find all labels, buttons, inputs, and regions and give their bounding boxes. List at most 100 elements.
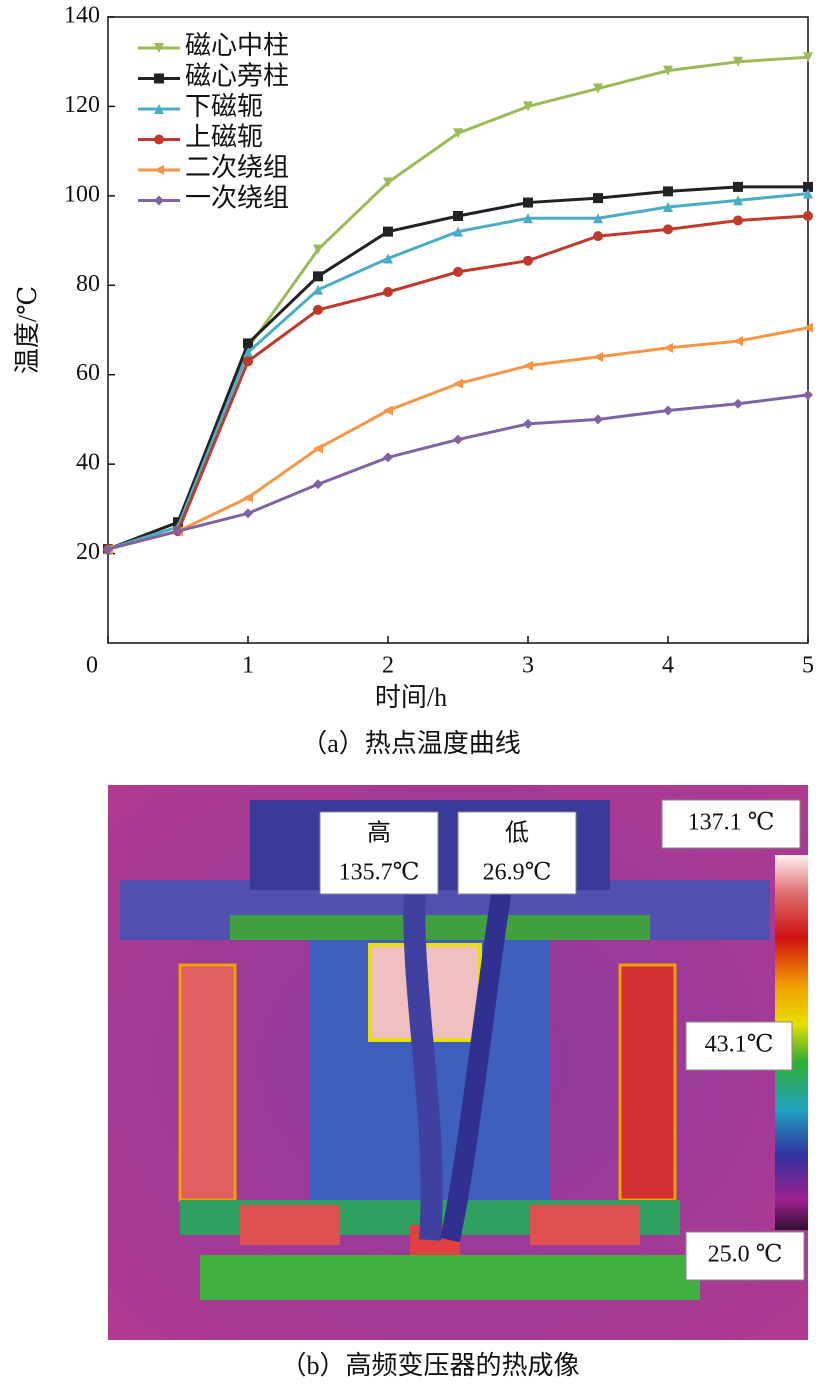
point-marker: [383, 177, 393, 188]
label-box: [457, 811, 577, 895]
legend-label: 磁心旁柱: [185, 61, 289, 90]
legend-label: 下磁轭: [185, 92, 263, 121]
point-marker: [453, 226, 463, 237]
y-tick-label: 100: [64, 181, 100, 207]
point-marker: [453, 266, 463, 277]
point-marker: [453, 210, 463, 221]
x-tick-label: 5: [802, 653, 814, 679]
point-marker: [173, 526, 183, 537]
point-marker: [733, 215, 743, 226]
point-marker: [103, 544, 113, 555]
chart-caption: （a）热点温度曲线: [301, 729, 521, 758]
legend-marker: [154, 73, 164, 84]
y-tick-label: 40: [76, 450, 100, 476]
point-marker: [383, 405, 393, 416]
y-tick-label: 120: [64, 92, 100, 118]
series-line: [107, 393, 809, 551]
point-marker: [523, 418, 533, 429]
point-marker: [313, 284, 323, 295]
scale-mid: 43.1℃: [705, 1032, 774, 1058]
point-marker: [803, 322, 813, 333]
y-tick-label: 20: [76, 539, 100, 565]
point-marker: [663, 342, 673, 353]
point-marker: [243, 356, 253, 367]
point-marker: [663, 202, 673, 213]
point-marker: [733, 181, 743, 192]
y-tick-label: 60: [76, 360, 100, 386]
label-box: [685, 1021, 793, 1071]
point-marker: [383, 452, 393, 463]
point-marker: [313, 304, 323, 315]
image-bottom-right: [530, 1205, 640, 1245]
point-marker: [663, 65, 673, 76]
series-line: [107, 185, 808, 551]
thermal-image: 高 135.7℃ 低 26.9℃ 137.1 ℃ 43.1℃ 25.0 ℃: [108, 785, 808, 1340]
point-marker: [593, 83, 603, 94]
y-axis-label: 温度/℃: [13, 286, 42, 374]
legend-label: 一次绕组: [185, 183, 289, 212]
point-marker: [523, 213, 533, 224]
label-box: [319, 811, 439, 895]
point-marker: [663, 224, 673, 235]
point-marker: [523, 255, 533, 266]
point-marker: [383, 226, 393, 237]
point-marker: [453, 128, 463, 139]
point-marker: [593, 351, 603, 362]
y-tick-label: 80: [76, 271, 100, 297]
point-marker: [313, 271, 323, 282]
label-box: [685, 1231, 805, 1281]
point-marker: [453, 378, 463, 389]
image-yoke-green: [230, 915, 650, 940]
scale-max: 137.1 ℃: [688, 810, 775, 836]
image-base: [200, 1255, 700, 1300]
point-marker: [523, 101, 533, 112]
x-tick-label: 0: [86, 653, 98, 679]
label-box: [661, 799, 801, 849]
point-marker: [523, 197, 533, 208]
x-tick-label: 3: [522, 653, 534, 679]
series-line: [107, 192, 809, 551]
image-right-winding: [618, 963, 677, 1202]
legend-label: 二次绕组: [185, 153, 289, 182]
legend-marker: [154, 43, 164, 53]
x-tick-label: 4: [662, 653, 674, 679]
legend-label: 上磁轭: [185, 122, 263, 151]
x-tick-label: 2: [382, 653, 394, 679]
point-marker: [523, 360, 533, 371]
point-marker: [663, 186, 673, 197]
point-marker: [593, 231, 603, 242]
point-marker: [733, 398, 743, 409]
image-caption: （b）高频变压器的热成像: [280, 1351, 579, 1380]
point-marker: [733, 336, 743, 347]
point-marker: [803, 181, 813, 192]
high-label: 高: [367, 820, 391, 847]
x-axis-label: 时间/h: [375, 683, 447, 712]
point-marker: [313, 244, 323, 255]
x-tick-label: 1: [242, 653, 254, 679]
point-marker: [243, 338, 253, 349]
point-marker: [803, 389, 813, 400]
legend-marker: [154, 134, 165, 145]
legend-label: 磁心中柱: [185, 31, 289, 60]
legend-marker: [154, 104, 164, 114]
low-temp: 26.9℃: [483, 860, 552, 886]
point-marker: [243, 347, 253, 358]
point-marker: [313, 479, 323, 490]
high-temp: 135.7℃: [339, 860, 420, 886]
point-marker: [733, 56, 743, 67]
scale-min: 25.0 ℃: [708, 1242, 783, 1268]
point-marker: [383, 253, 393, 264]
point-marker: [453, 434, 463, 445]
point-marker: [243, 508, 253, 519]
point-marker: [243, 492, 253, 503]
image-bottom-left: [240, 1205, 340, 1245]
image-left-winding: [178, 963, 237, 1202]
point-marker: [313, 443, 323, 454]
point-marker: [733, 195, 743, 206]
point-marker: [803, 188, 813, 199]
point-marker: [593, 193, 603, 204]
point-marker: [593, 414, 603, 425]
legend-marker: [154, 195, 164, 206]
point-marker: [663, 405, 673, 416]
